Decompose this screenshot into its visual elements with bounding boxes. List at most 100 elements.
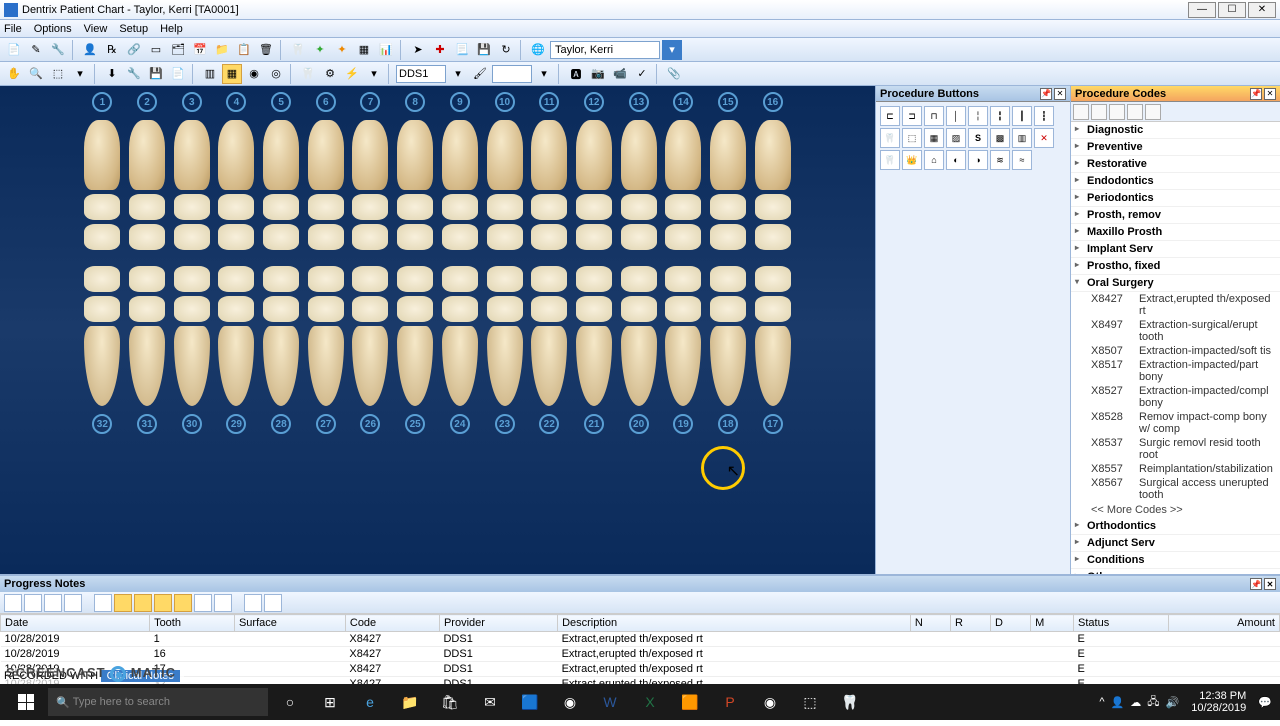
tooth-graphic[interactable] bbox=[218, 194, 254, 220]
proc-btn[interactable]: S bbox=[968, 128, 988, 148]
tooth-graphic[interactable] bbox=[442, 296, 478, 322]
pn-column-header[interactable]: Date bbox=[1, 615, 150, 632]
proc-btn[interactable]: 🦷 bbox=[880, 150, 900, 170]
tb-person-icon[interactable]: 👤 bbox=[80, 40, 100, 60]
proc-category[interactable]: Periodontics bbox=[1071, 190, 1280, 207]
pin-icon[interactable]: 📌 bbox=[1250, 88, 1262, 100]
proc-code-item[interactable]: X8557Reimplantation/stabilization bbox=[1071, 462, 1280, 476]
tb2-hand-icon[interactable]: ✋ bbox=[4, 64, 24, 84]
pc-tool-icon[interactable] bbox=[1145, 104, 1161, 120]
tooth-number[interactable]: 9 bbox=[450, 92, 470, 112]
close-button[interactable]: ✕ bbox=[1248, 2, 1276, 18]
tooth-graphic[interactable] bbox=[174, 194, 210, 220]
app4-icon[interactable]: ⬚ bbox=[792, 687, 828, 717]
tooth-graphic[interactable] bbox=[665, 326, 701, 406]
pc-check-icon[interactable] bbox=[1109, 104, 1125, 120]
tooth-graphic[interactable] bbox=[487, 266, 523, 292]
tooth-graphic[interactable] bbox=[576, 194, 612, 220]
tooth-graphic[interactable] bbox=[129, 120, 165, 190]
tb-rx-icon[interactable]: ℞ bbox=[102, 40, 122, 60]
pn-tb-icon[interactable] bbox=[244, 594, 262, 612]
tooth-graphic[interactable] bbox=[710, 224, 746, 250]
tooth-graphic[interactable] bbox=[531, 326, 567, 406]
tooth-number[interactable]: 25 bbox=[405, 414, 425, 434]
tooth-graphic[interactable] bbox=[263, 194, 299, 220]
tooth-graphic[interactable] bbox=[621, 224, 657, 250]
tb2-view3-icon[interactable]: ◉ bbox=[244, 64, 264, 84]
tb2-d-icon[interactable]: ✓ bbox=[632, 64, 652, 84]
tooth-graphic[interactable] bbox=[218, 120, 254, 190]
proc-btn[interactable]: ▦ bbox=[924, 128, 944, 148]
tooth-graphic[interactable] bbox=[263, 120, 299, 190]
menu-options[interactable]: Options bbox=[34, 23, 72, 35]
tb-folder-icon[interactable]: 📁 bbox=[212, 40, 232, 60]
tooth-number[interactable]: 2 bbox=[137, 92, 157, 112]
tooth-graphic[interactable] bbox=[442, 194, 478, 220]
proc-btn[interactable]: ▥ bbox=[1012, 128, 1032, 148]
tooth-graphic[interactable] bbox=[308, 194, 344, 220]
proc-category[interactable]: Conditions bbox=[1071, 552, 1280, 569]
tooth-graphic[interactable] bbox=[397, 296, 433, 322]
tooth-graphic[interactable] bbox=[84, 296, 120, 322]
tooth-graphic[interactable] bbox=[397, 266, 433, 292]
tooth-graphic[interactable] bbox=[397, 194, 433, 220]
explorer-icon[interactable]: 📁 bbox=[392, 687, 428, 717]
tooth-number[interactable]: 7 bbox=[360, 92, 380, 112]
tooth-graphic[interactable] bbox=[174, 224, 210, 250]
tray-volume-icon[interactable]: 🔊 bbox=[1166, 696, 1180, 709]
minimize-button[interactable]: — bbox=[1188, 2, 1216, 18]
tooth-graphic[interactable] bbox=[174, 326, 210, 406]
tooth-number[interactable]: 29 bbox=[226, 414, 246, 434]
tooth-number[interactable]: 30 bbox=[182, 414, 202, 434]
tooth-number[interactable]: 4 bbox=[226, 92, 246, 112]
proc-code-item[interactable]: X8517Extraction-impacted/part bony bbox=[1071, 358, 1280, 384]
proc-btn[interactable]: ◐ bbox=[946, 150, 966, 170]
tooth-graphic[interactable] bbox=[308, 224, 344, 250]
tooth-graphic[interactable] bbox=[621, 266, 657, 292]
proc-btn[interactable]: ╎ bbox=[968, 106, 988, 126]
tooth-number[interactable]: 14 bbox=[673, 92, 693, 112]
proc-btn[interactable]: ⊓ bbox=[924, 106, 944, 126]
pn-tb-icon[interactable] bbox=[114, 594, 132, 612]
tooth-graphic[interactable] bbox=[174, 120, 210, 190]
tooth-number[interactable]: 19 bbox=[673, 414, 693, 434]
proc-btn[interactable]: ▨ bbox=[946, 128, 966, 148]
tooth-number[interactable]: 24 bbox=[450, 414, 470, 434]
pn-column-header[interactable]: Status bbox=[1074, 615, 1169, 632]
mail-icon[interactable]: ✉ bbox=[472, 687, 508, 717]
proc-category[interactable]: Other bbox=[1071, 569, 1280, 574]
tooth-graphic[interactable] bbox=[531, 120, 567, 190]
pc-grid-icon[interactable] bbox=[1091, 104, 1107, 120]
tb-plus-icon[interactable]: ✚ bbox=[430, 40, 450, 60]
tooth-graphic[interactable] bbox=[308, 326, 344, 406]
tooth-graphic[interactable] bbox=[621, 296, 657, 322]
tray-people-icon[interactable]: 👤 bbox=[1111, 696, 1125, 709]
tb-refresh-icon[interactable]: ↻ bbox=[496, 40, 516, 60]
tooth-graphic[interactable] bbox=[621, 120, 657, 190]
tooth-graphic[interactable] bbox=[487, 296, 523, 322]
tooth-graphic[interactable] bbox=[308, 266, 344, 292]
tb2-c-icon[interactable]: 📹 bbox=[610, 64, 630, 84]
menu-file[interactable]: File bbox=[4, 23, 22, 35]
store-icon[interactable]: 🛍 bbox=[432, 687, 468, 717]
proc-category[interactable]: Prostho, fixed bbox=[1071, 258, 1280, 275]
tb-dropdown-icon[interactable]: ▾ bbox=[662, 40, 682, 60]
tooth-graphic[interactable] bbox=[755, 326, 791, 406]
tooth-number[interactable]: 28 bbox=[271, 414, 291, 434]
tray-cloud-icon[interactable]: ☁ bbox=[1130, 696, 1141, 709]
proc-code-item[interactable]: X8537Surgic removl resid tooth root bbox=[1071, 436, 1280, 462]
tb2-e-icon[interactable]: 📎 bbox=[664, 64, 684, 84]
tooth-graphic[interactable] bbox=[218, 224, 254, 250]
tray-up-icon[interactable]: ^ bbox=[1099, 696, 1104, 708]
tooth-graphic[interactable] bbox=[755, 296, 791, 322]
tooth-graphic[interactable] bbox=[665, 296, 701, 322]
pn-tb-icon[interactable] bbox=[4, 594, 22, 612]
proc-btn[interactable]: ≈ bbox=[1012, 150, 1032, 170]
tooth-number[interactable]: 15 bbox=[718, 92, 738, 112]
tb-green-icon[interactable]: ✦ bbox=[310, 40, 330, 60]
tb2-disk-icon[interactable]: 💾 bbox=[146, 64, 166, 84]
proc-btn[interactable]: ✕ bbox=[1034, 128, 1054, 148]
pn-tb-icon[interactable] bbox=[214, 594, 232, 612]
proc-category[interactable]: Orthodontics bbox=[1071, 518, 1280, 535]
tooth-graphic[interactable] bbox=[84, 266, 120, 292]
